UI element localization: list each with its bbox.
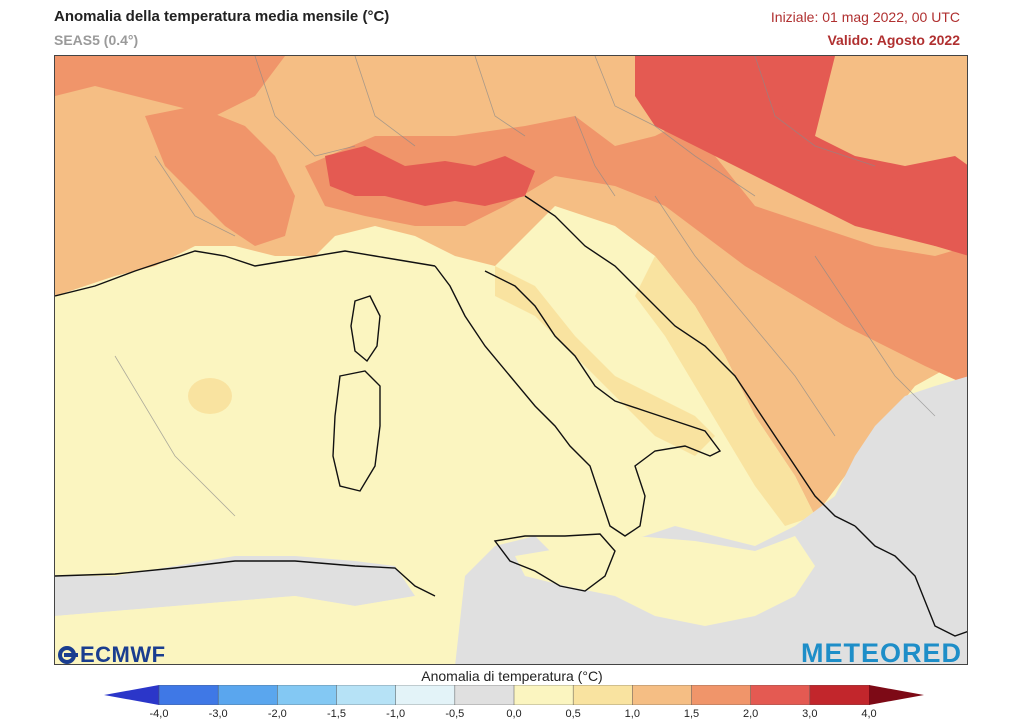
legend-tick-label: -0,5: [445, 708, 465, 720]
low-zone-ionian: [515, 536, 815, 626]
balkan-coastline: [524, 195, 856, 527]
legend-segment: [691, 685, 752, 705]
legend-segment-above: [869, 685, 924, 705]
legend-tick-label: 1,5: [683, 708, 700, 720]
legend-tick-label: 1,0: [624, 708, 640, 720]
ecmwf-logo-icon: [58, 646, 78, 664]
sardinia-coastline: [332, 370, 381, 492]
low-zone-africa: [55, 596, 435, 664]
init-date: Iniziale: 01 mag 2022, 00 UTC: [770, 9, 960, 25]
legend-segment: [750, 685, 811, 705]
legend-tick-label: 3,0: [802, 708, 818, 720]
legend-tick-label: 0,0: [506, 708, 522, 720]
legend-segment: [809, 685, 870, 705]
legend-segment: [217, 685, 279, 705]
anomaly-patch-tyrrhenian: [188, 378, 232, 414]
greece-coastline: [854, 525, 967, 637]
legend-tick-label: 2,0: [743, 708, 759, 720]
meteored-logo: METEORED: [800, 638, 962, 668]
legend-segment: [572, 685, 634, 705]
anomaly-zone-1-5: [55, 56, 967, 516]
ecmwf-logo: ECMWF: [58, 642, 166, 668]
legend-tick-label: -2,0: [267, 708, 287, 720]
africa-coastline: [55, 560, 436, 597]
anomaly-zone-3-0-east: [695, 86, 967, 256]
anomaly-zone-3-0-alps: [325, 146, 535, 206]
legend-tick-label: -1,5: [327, 708, 346, 720]
legend-segments: [104, 685, 924, 705]
legend-title: Anomalia di temperatura (°C): [421, 668, 603, 684]
legend-segment: [513, 685, 574, 705]
neutral-zone-sea: [455, 376, 967, 664]
legend-tick-label: -1,0: [386, 708, 406, 720]
anomaly-zone-2-0-france: [145, 106, 295, 246]
legend-tick-label: -3,0: [208, 708, 228, 720]
map-canvas: [55, 56, 967, 664]
anomaly-zone-1-0-east: [635, 256, 815, 526]
legend-segment: [454, 685, 515, 705]
valid-period: Valido: Agosto 2022: [827, 32, 960, 48]
legend-segment-below: [104, 685, 159, 705]
model-label: SEAS5 (0.4°): [54, 32, 139, 48]
legend-segment: [277, 685, 338, 705]
legend-colorbar: [104, 685, 924, 705]
anomaly-zone-1-0: [495, 266, 715, 456]
italy-coastline: [434, 265, 722, 537]
legend-segment: [158, 685, 219, 705]
ecmwf-logo-text: ECMWF: [80, 642, 166, 667]
legend-tick-label: -4,0: [149, 708, 169, 720]
country-borders: [114, 56, 936, 517]
anomaly-map: [54, 55, 968, 665]
chart-title: Anomalia della temperatura media mensile…: [54, 8, 390, 25]
france-coastline: [55, 250, 436, 297]
sicily-coastline: [493, 533, 616, 592]
legend-segment: [395, 685, 456, 705]
anomaly-zone-2-0: [55, 56, 285, 116]
legend-segment: [336, 685, 397, 705]
legend-tick-label: 4,0: [861, 708, 877, 720]
legend-tick-label: 0,5: [565, 708, 581, 720]
corsica-coastline: [350, 295, 381, 363]
legend-segment: [632, 685, 693, 705]
